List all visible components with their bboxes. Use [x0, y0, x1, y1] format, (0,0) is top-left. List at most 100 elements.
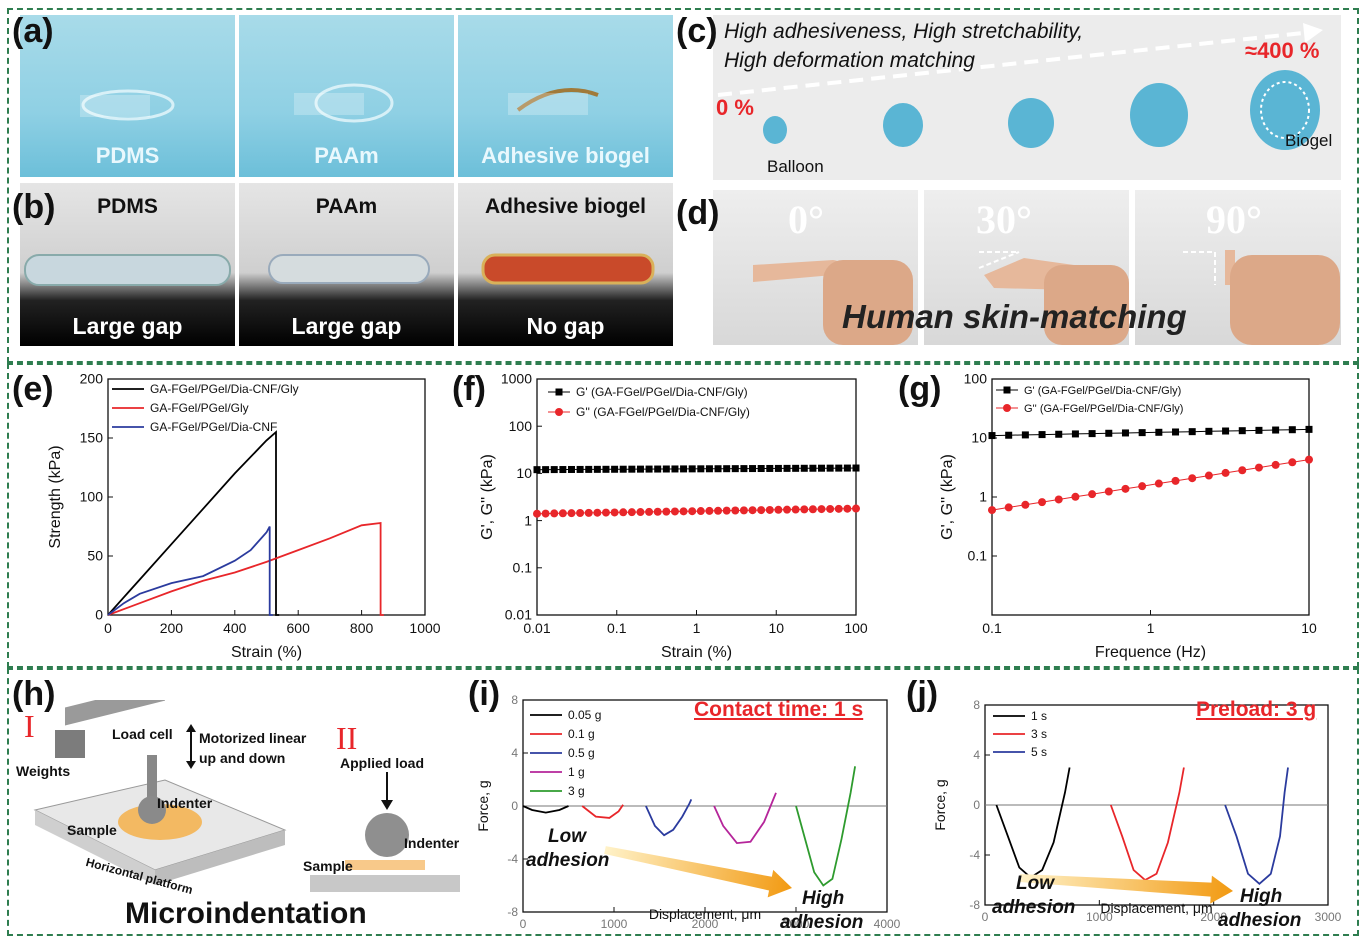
balloon-strip — [713, 15, 1341, 180]
data-point — [662, 465, 670, 473]
x-axis-label: Displacement, μm — [649, 906, 761, 922]
y-tick-label: 10 — [971, 430, 987, 446]
data-point — [1254, 463, 1263, 472]
series-line — [995, 767, 1071, 879]
data-point — [1255, 426, 1263, 434]
data-point — [1305, 455, 1313, 464]
data-point — [679, 507, 688, 516]
d-caption: Human skin-matching — [842, 298, 1187, 335]
legend-label: 5 s — [1031, 745, 1047, 759]
x-tick-label: 0 — [520, 917, 527, 931]
photo-a-paam: PAAm — [239, 15, 454, 177]
h-indenter2: Indenter — [404, 835, 460, 851]
legend-label: 1 g — [568, 765, 585, 779]
data-point — [731, 465, 739, 473]
data-point — [1238, 466, 1247, 475]
chart-i: 0 1000 2000 3000 4000 -8 -4 0 4 8 Displacement, μm… — [475, 693, 901, 931]
y-tick-label: -4 — [969, 848, 980, 862]
data-point — [740, 465, 748, 473]
series-line — [1109, 767, 1185, 882]
data-point — [1038, 498, 1047, 507]
legend-label: G'' (GA-FGel/PGel/Dia-CNF/Gly) — [1024, 403, 1183, 415]
i-headline: Contact time: 1 s — [694, 698, 864, 721]
microindentation-diagram — [33, 700, 460, 892]
balloon-sequence-icon — [717, 23, 1323, 150]
data-point — [1071, 430, 1079, 438]
data-point — [705, 506, 714, 515]
data-point — [1221, 468, 1230, 477]
series-line — [795, 766, 856, 887]
data-point — [988, 432, 996, 440]
x-axis-label: Frequence (Hz) — [1095, 644, 1206, 661]
data-point — [585, 465, 593, 473]
x-tick-label: 10 — [768, 620, 784, 636]
data-point — [696, 507, 705, 516]
panel-letter-e: (e) — [12, 370, 54, 408]
data-point — [765, 505, 774, 514]
data-point — [627, 508, 636, 517]
c-line2: High deformation matching — [724, 49, 975, 72]
data-point — [1154, 479, 1163, 488]
x-axis-label: Strain (%) — [661, 644, 732, 661]
x-tick-label: 3000 — [1315, 910, 1342, 924]
h-load-cell: Load cell — [112, 726, 173, 742]
finger-icon — [1183, 250, 1340, 345]
series-line — [522, 805, 569, 814]
data-point — [619, 465, 627, 473]
data-point — [808, 505, 817, 514]
data-point — [783, 505, 792, 514]
legend-label: 0.5 g — [568, 746, 595, 760]
panel-letter-i: (i) — [468, 675, 501, 713]
panel-letter-h: (h) — [12, 675, 56, 713]
legend-label: 3 g — [568, 784, 585, 798]
finger-photo-30 — [924, 190, 1129, 345]
data-point — [567, 465, 575, 473]
photo-b-biogel: Adhesive biogel No gap — [458, 183, 673, 346]
data-point — [1071, 492, 1080, 501]
data-point — [757, 506, 766, 515]
data-point — [593, 508, 602, 517]
y-tick-label: 200 — [80, 371, 104, 387]
h-sample: Sample — [67, 822, 117, 838]
data-point — [1105, 429, 1113, 437]
x-tick-label: 0 — [104, 620, 112, 636]
data-point — [541, 509, 550, 518]
x-tick-label: 100 — [844, 620, 868, 636]
data-point — [688, 507, 697, 516]
y-tick-label: -8 — [507, 905, 518, 919]
y-tick-label: 1 — [524, 512, 532, 528]
data-point — [852, 464, 860, 472]
label-a-biogel: Adhesive biogel — [481, 143, 650, 168]
legend-label: G' (GA-FGel/PGel/Dia-CNF/Gly) — [576, 385, 748, 399]
data-point — [774, 464, 782, 472]
h-motor2: up and down — [199, 750, 286, 766]
data-point — [1238, 427, 1246, 435]
legend-label: G' (GA-FGel/PGel/Dia-CNF/Gly) — [1024, 385, 1181, 397]
photo-b-pdms: PDMS Large gap — [20, 183, 235, 346]
y-tick-label: 50 — [87, 548, 103, 564]
legend-label: GA-FGel/PGel/Dia-CNF/Gly — [150, 382, 299, 396]
y-tick-label: -8 — [969, 898, 980, 912]
dish-icon — [24, 254, 231, 286]
series-line — [107, 526, 273, 616]
panel-letter-c: (c) — [676, 12, 718, 50]
x-tick-label: 0 — [982, 910, 989, 924]
x-tick-label: 10 — [1301, 620, 1317, 636]
data-point — [835, 464, 843, 472]
data-point — [705, 465, 713, 473]
data-point — [774, 505, 783, 514]
data-point — [749, 465, 757, 473]
legend-marker — [1003, 386, 1011, 394]
title-b-paam: PAAm — [315, 195, 378, 218]
data-point — [714, 465, 722, 473]
y-axis-label: Force, g — [475, 780, 491, 831]
data-point — [680, 465, 688, 473]
x-tick-label: 800 — [350, 620, 374, 636]
y-tick-label: 100 — [964, 371, 988, 387]
y-axis-label: Force, g — [932, 779, 948, 830]
y-tick-label: 100 — [80, 489, 104, 505]
c-end-pct: ≈400 % — [1245, 38, 1320, 63]
data-point — [645, 507, 654, 516]
legend-label: 0.05 g — [568, 708, 601, 722]
title-b-biogel: Adhesive biogel — [484, 195, 647, 218]
